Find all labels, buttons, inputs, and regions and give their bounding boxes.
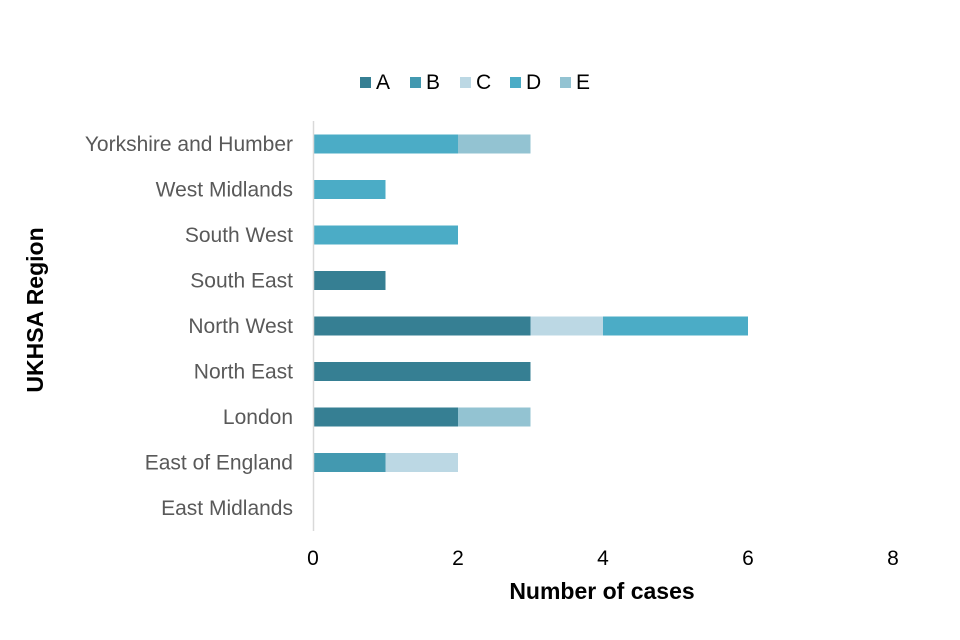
- legend-label-b: B: [426, 71, 440, 94]
- category-label: London: [223, 406, 293, 429]
- category-label: South East: [190, 270, 293, 293]
- y-axis-title: UKHSA Region: [22, 227, 48, 392]
- x-axis-title: Number of cases: [509, 578, 694, 604]
- bar-segment-a: [313, 407, 458, 427]
- bars: [313, 134, 748, 472]
- legend-swatch-a: [360, 77, 371, 88]
- legend-swatch-d: [510, 77, 521, 88]
- bar-segment-a: [313, 362, 531, 381]
- bar-segment-a: [313, 271, 386, 290]
- bar-segment-c: [530, 316, 603, 336]
- legend-label-e: E: [576, 71, 590, 94]
- category-label: Yorkshire and Humber: [85, 133, 293, 156]
- category-label: North West: [188, 315, 293, 338]
- x-tick-label: 2: [452, 547, 464, 570]
- legend-label-a: A: [376, 71, 390, 94]
- bar-segment-c: [385, 453, 458, 472]
- category-label: North East: [194, 361, 293, 384]
- x-tick-labels: 0 2 4 6 8: [307, 547, 899, 570]
- x-tick-label: 4: [597, 547, 609, 570]
- bar-segment-e: [458, 134, 531, 154]
- legend-label-c: C: [476, 71, 491, 94]
- legend-label-d: D: [526, 71, 541, 94]
- bar-segment-b: [313, 453, 386, 472]
- category-label: East Midlands: [161, 497, 293, 520]
- category-label: East of England: [145, 452, 293, 475]
- legend-swatch-e: [560, 77, 571, 88]
- bar-segment-a: [313, 316, 531, 336]
- bar-segment-d: [313, 180, 386, 199]
- legend: A B C D E: [360, 71, 590, 94]
- legend-swatch-c: [460, 77, 471, 88]
- x-tick-label: 0: [307, 547, 319, 570]
- bar-segment-d: [313, 225, 458, 245]
- category-label: South West: [185, 224, 293, 247]
- category-label: West Midlands: [156, 179, 293, 202]
- bar-segment-e: [458, 407, 531, 427]
- legend-swatch-b: [410, 77, 421, 88]
- bar-segment-d: [603, 316, 748, 336]
- bar-segment-d: [313, 134, 458, 154]
- category-labels: East Midlands East of England London North …: [85, 133, 293, 520]
- x-tick-label: 8: [887, 547, 899, 570]
- x-tick-label: 6: [742, 547, 754, 570]
